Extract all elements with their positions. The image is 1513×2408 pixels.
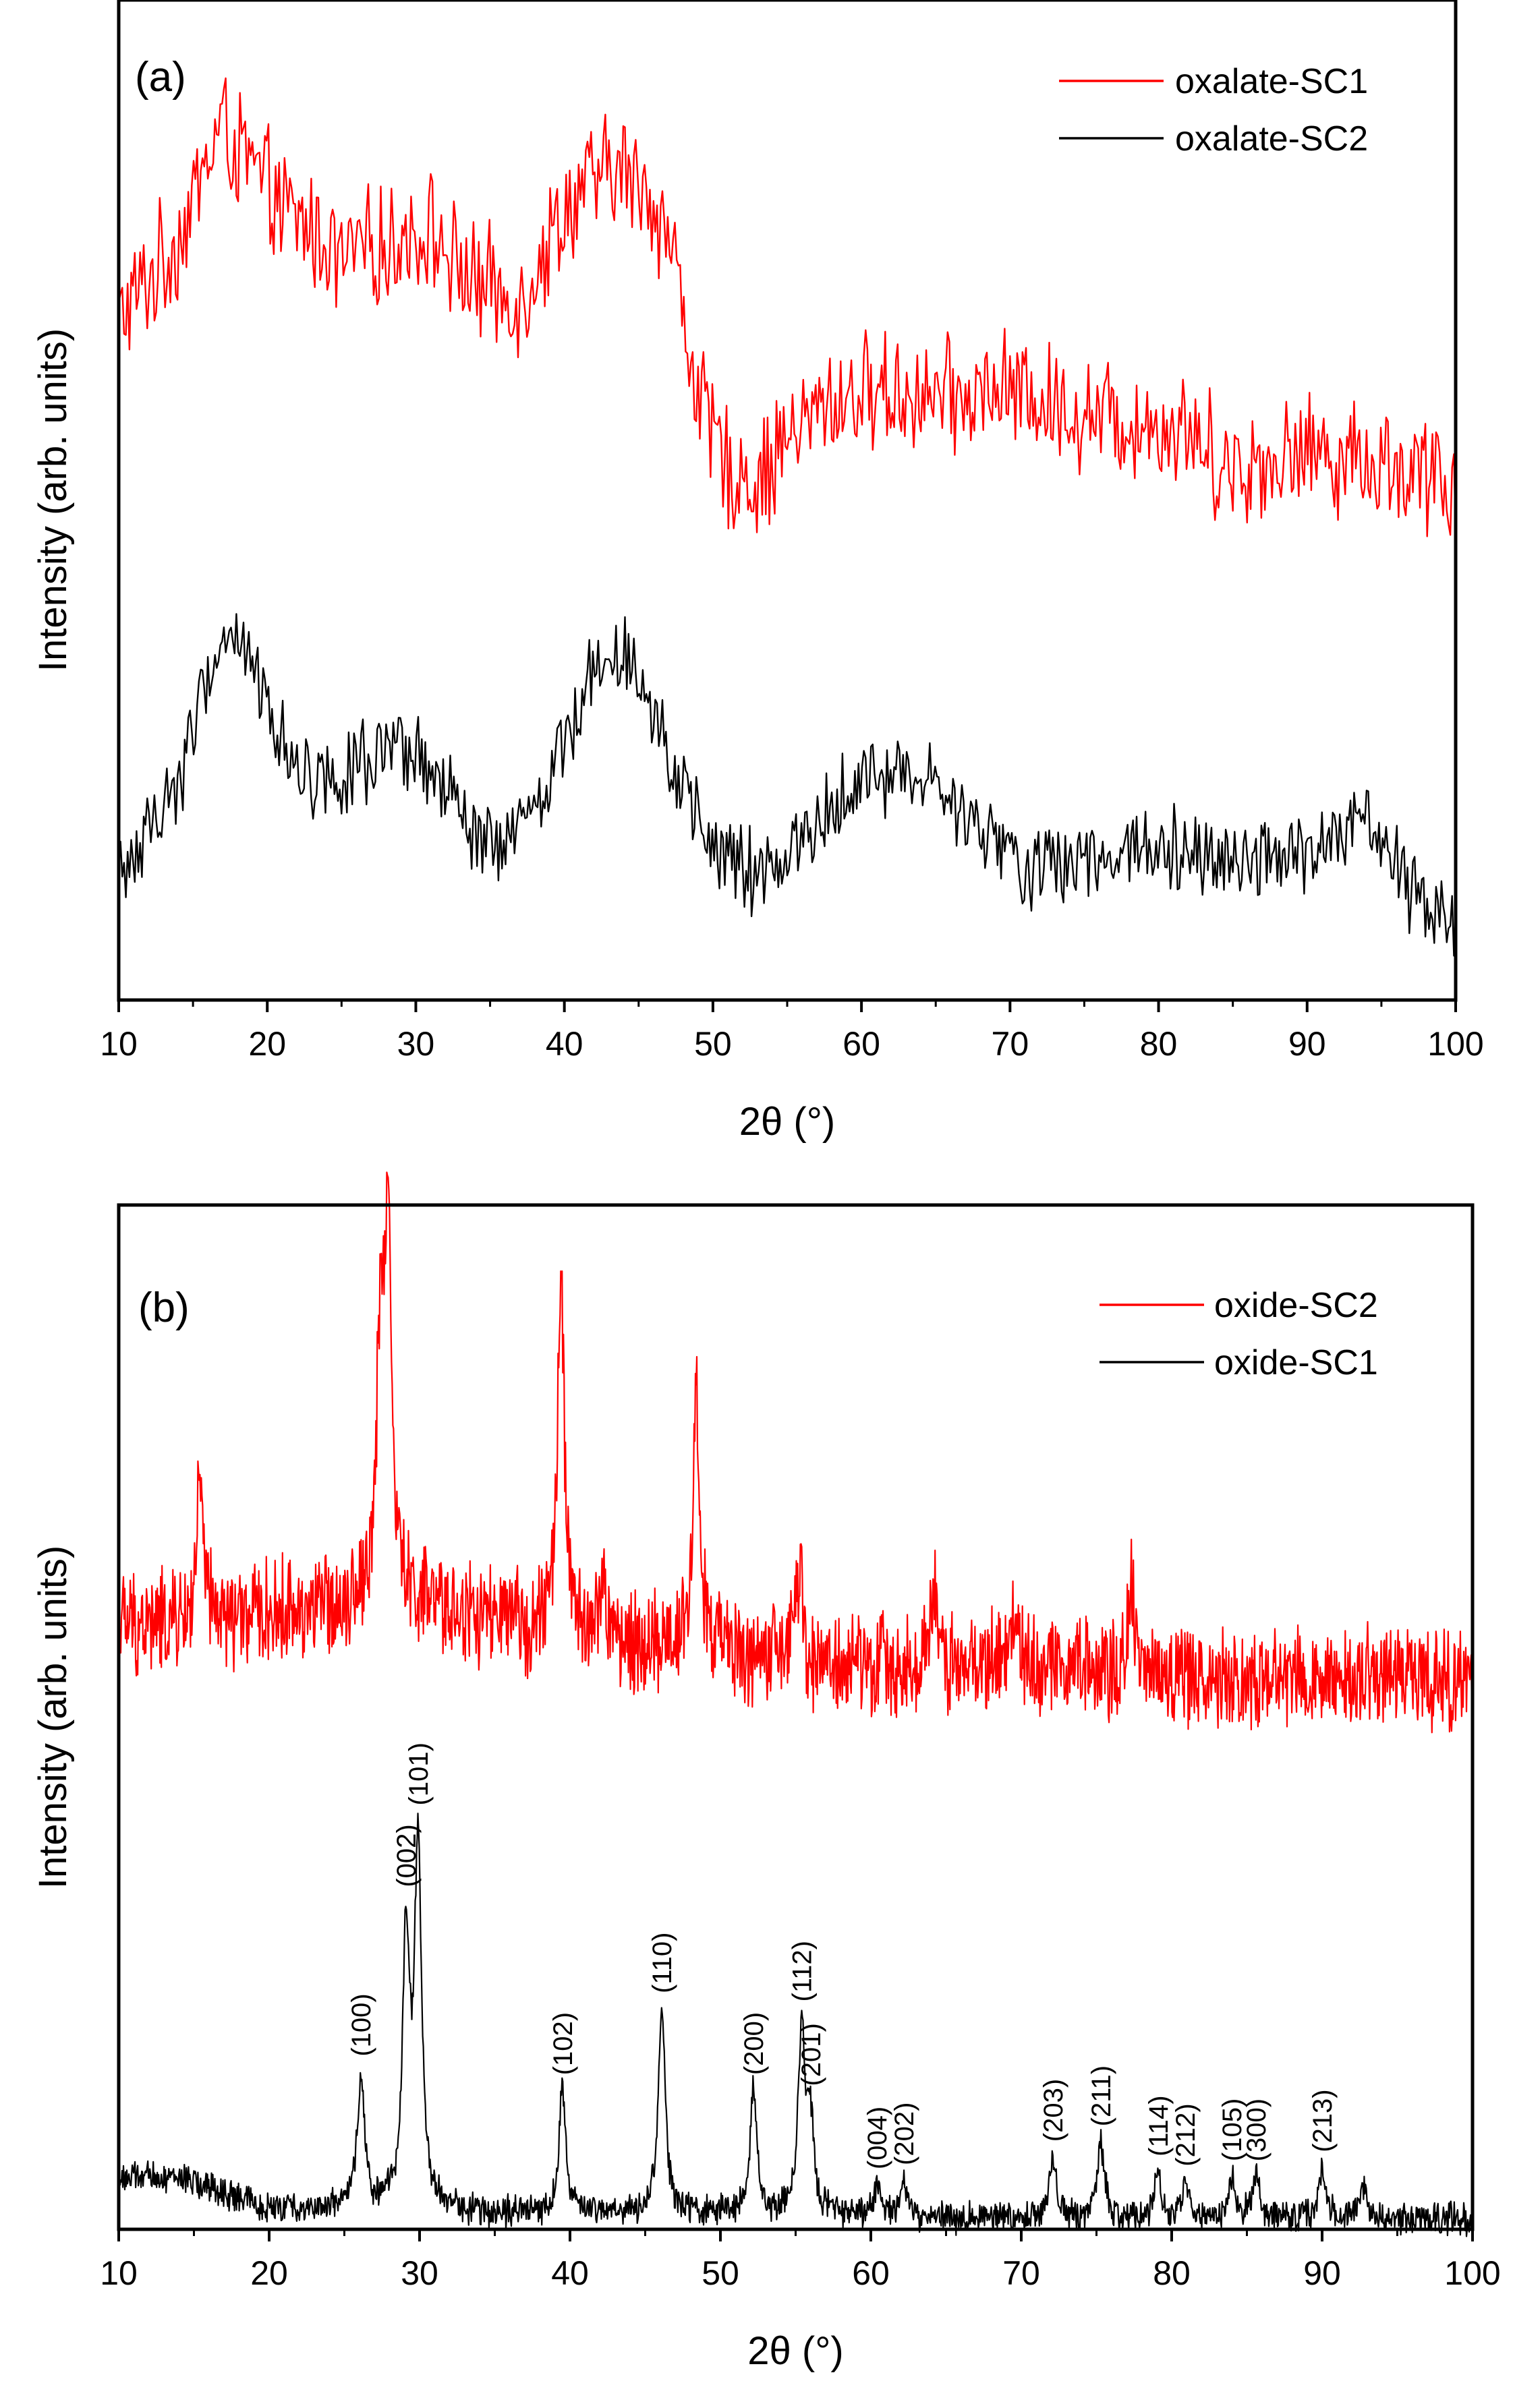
peak-label: (101) bbox=[404, 1742, 434, 1805]
x-tick-label: 70 bbox=[992, 1025, 1029, 1063]
peak-label: (114) bbox=[1144, 2095, 1174, 2156]
panel-b-peak-labels: (100) (002) (101) (102) (110) (200) (112) (201)… bbox=[347, 1742, 1338, 2169]
x-tick-label: 20 bbox=[250, 2254, 288, 2292]
x-tick-label: 10 bbox=[100, 1025, 138, 1063]
series-line-oxide-SC2 bbox=[117, 1171, 1474, 1734]
peak-label: (102) bbox=[548, 2012, 578, 2075]
x-tick-label: 10 bbox=[100, 2254, 138, 2292]
x-tick-label: 70 bbox=[1002, 2254, 1040, 2292]
series-line-oxide-SC1 bbox=[117, 1813, 1474, 2237]
legend-label-oxalate-SC2: oxalate-SC2 bbox=[1175, 119, 1368, 158]
x-tick-label: 30 bbox=[401, 2254, 438, 2292]
peak-label: (100) bbox=[347, 1993, 376, 2056]
panel-b-x-axis: 10 20 30 40 50 60 70 80 90 100 bbox=[100, 2229, 1501, 2292]
x-tick-label: 100 bbox=[1444, 2254, 1500, 2292]
panel-b-y-axis-title: Intensity (arb. units) bbox=[31, 1546, 75, 1889]
peak-label: (212) bbox=[1171, 2103, 1201, 2166]
x-tick-label: 20 bbox=[248, 1025, 286, 1063]
panel-a-x-axis-title: 2θ (°) bbox=[739, 1100, 835, 1144]
legend-label-oxide-SC1: oxide-SC1 bbox=[1214, 1343, 1378, 1382]
panel-a-legend: oxalate-SC1 oxalate-SC2 bbox=[1059, 62, 1368, 158]
x-tick-label: 30 bbox=[397, 1025, 435, 1063]
peak-label: (211) bbox=[1087, 2065, 1116, 2126]
peak-label: (200) bbox=[739, 2012, 769, 2075]
panel-b-label: (b) bbox=[138, 1285, 190, 1331]
x-tick-label: 40 bbox=[551, 2254, 589, 2292]
x-tick-label: 80 bbox=[1153, 2254, 1191, 2292]
peak-label: (105) bbox=[1218, 2098, 1247, 2161]
peak-label: (201) bbox=[797, 2023, 826, 2086]
x-tick-label: 60 bbox=[852, 2254, 890, 2292]
series-line-oxalate-SC2 bbox=[117, 613, 1457, 957]
panel-a-series-group bbox=[117, 77, 1457, 957]
panel-b-legend: oxide-SC2 oxide-SC1 bbox=[1100, 1286, 1378, 1382]
peak-label: (110) bbox=[648, 1933, 677, 1993]
panel-a-y-axis-title: Intensity (arb. units) bbox=[31, 328, 75, 672]
peak-label: (300) bbox=[1242, 2098, 1272, 2161]
x-tick-label: 100 bbox=[1427, 1025, 1483, 1063]
peak-label: (002) bbox=[392, 1824, 422, 1887]
peak-label: (004) bbox=[863, 2107, 892, 2169]
peak-label: (202) bbox=[890, 2103, 919, 2165]
panel-b-series-group bbox=[117, 1171, 1474, 2237]
x-tick-label: 50 bbox=[694, 1025, 732, 1063]
panel-b-x-axis-title: 2θ (°) bbox=[747, 2329, 843, 2373]
peak-label: (213) bbox=[1308, 2089, 1338, 2152]
legend-label-oxide-SC2: oxide-SC2 bbox=[1214, 1286, 1378, 1325]
panel-b-chart: (100) (002) (101) (102) (110) (200) (112) (201)… bbox=[31, 1171, 1501, 2373]
panel-a-x-axis: 10 20 30 40 50 60 70 80 90 100 bbox=[100, 1000, 1484, 1063]
x-tick-label: 90 bbox=[1303, 2254, 1341, 2292]
x-tick-label: 50 bbox=[702, 2254, 739, 2292]
x-tick-label: 80 bbox=[1140, 1025, 1178, 1063]
panel-a-label: (a) bbox=[135, 54, 186, 100]
panel-a-chart: 10 20 30 40 50 60 70 80 90 100 (a) oxalate-SC1oxa… bbox=[31, 0, 1484, 1144]
x-tick-label: 40 bbox=[546, 1025, 583, 1063]
series-line-oxalate-SC1 bbox=[117, 77, 1457, 538]
x-tick-label: 90 bbox=[1288, 1025, 1326, 1063]
legend-label-oxalate-SC1: oxalate-SC1 bbox=[1175, 62, 1368, 101]
peak-label: (112) bbox=[787, 1941, 817, 2001]
x-tick-label: 60 bbox=[843, 1025, 880, 1063]
peak-label: (203) bbox=[1039, 2079, 1068, 2142]
